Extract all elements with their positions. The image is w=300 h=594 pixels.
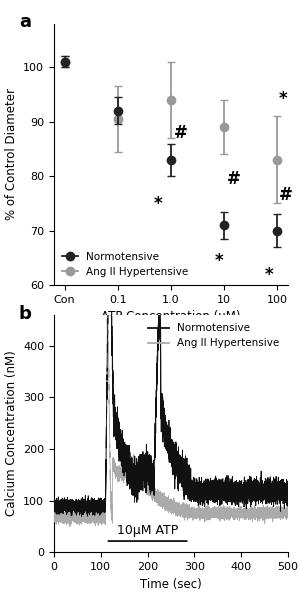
Legend: Normotensive, Ang II Hypertensive: Normotensive, Ang II Hypertensive <box>145 320 283 352</box>
Y-axis label: Calcium Concentration (nM): Calcium Concentration (nM) <box>4 350 18 517</box>
Text: b: b <box>19 305 32 323</box>
Text: #: # <box>278 187 292 204</box>
X-axis label: Time (sec): Time (sec) <box>140 578 202 590</box>
Text: *: * <box>265 266 274 284</box>
Y-axis label: % of Control Diameter: % of Control Diameter <box>5 89 18 220</box>
Legend: Normotensive, Ang II Hypertensive: Normotensive, Ang II Hypertensive <box>59 248 192 280</box>
Text: *: * <box>153 195 162 213</box>
Text: #: # <box>227 170 241 188</box>
Text: a: a <box>19 13 31 31</box>
Text: *: * <box>278 90 287 108</box>
X-axis label: ATP Concentration (μM): ATP Concentration (μM) <box>101 311 241 323</box>
Text: *: * <box>214 252 223 270</box>
Text: 10μM ATP: 10μM ATP <box>117 524 178 537</box>
Text: #: # <box>174 124 188 141</box>
